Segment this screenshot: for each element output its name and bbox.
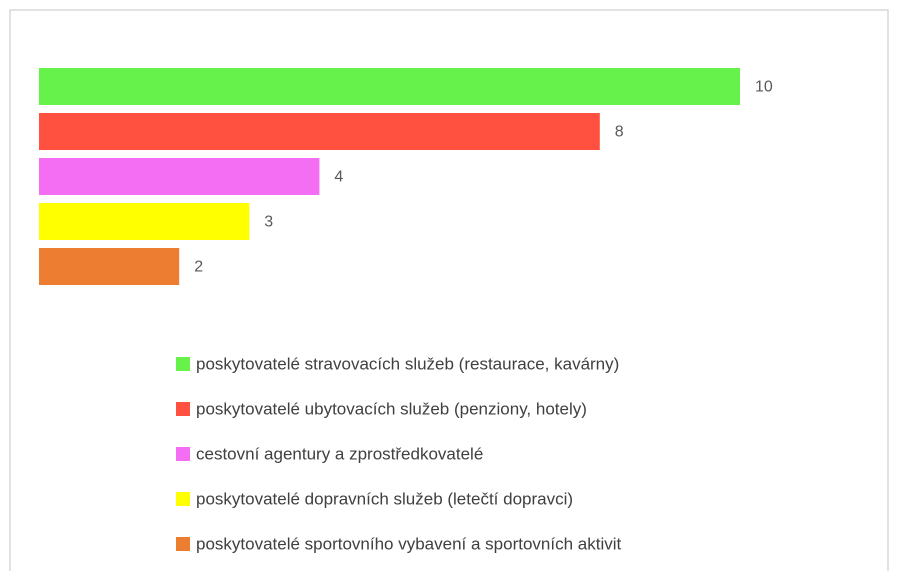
legend-label: poskytovatelé ubytovacích služeb (penzio… [196, 399, 587, 418]
data-label: 4 [334, 169, 343, 186]
data-label: 2 [194, 259, 203, 276]
legend-label: cestovní agentury a zprostředkovatelé [196, 444, 483, 463]
bar [39, 158, 320, 195]
legend-swatch [176, 537, 190, 551]
bar [39, 203, 250, 240]
legend-label: poskytovatelé stravovacích služeb (resta… [196, 354, 619, 373]
data-label: 10 [755, 79, 773, 96]
legend-label: poskytovatelé dopravních služeb (letečtí… [196, 489, 573, 508]
legend-swatch [176, 447, 190, 461]
legend-swatch [176, 402, 190, 416]
legend-label: poskytovatelé sportovního vybavení a spo… [196, 534, 622, 553]
bar [39, 248, 180, 285]
data-label: 3 [264, 214, 273, 231]
legend-swatch [176, 492, 190, 506]
chart-border [9, 9, 889, 571]
bar [39, 68, 740, 105]
legend-swatch [176, 357, 190, 371]
data-label: 8 [615, 124, 624, 141]
bar [39, 113, 600, 150]
